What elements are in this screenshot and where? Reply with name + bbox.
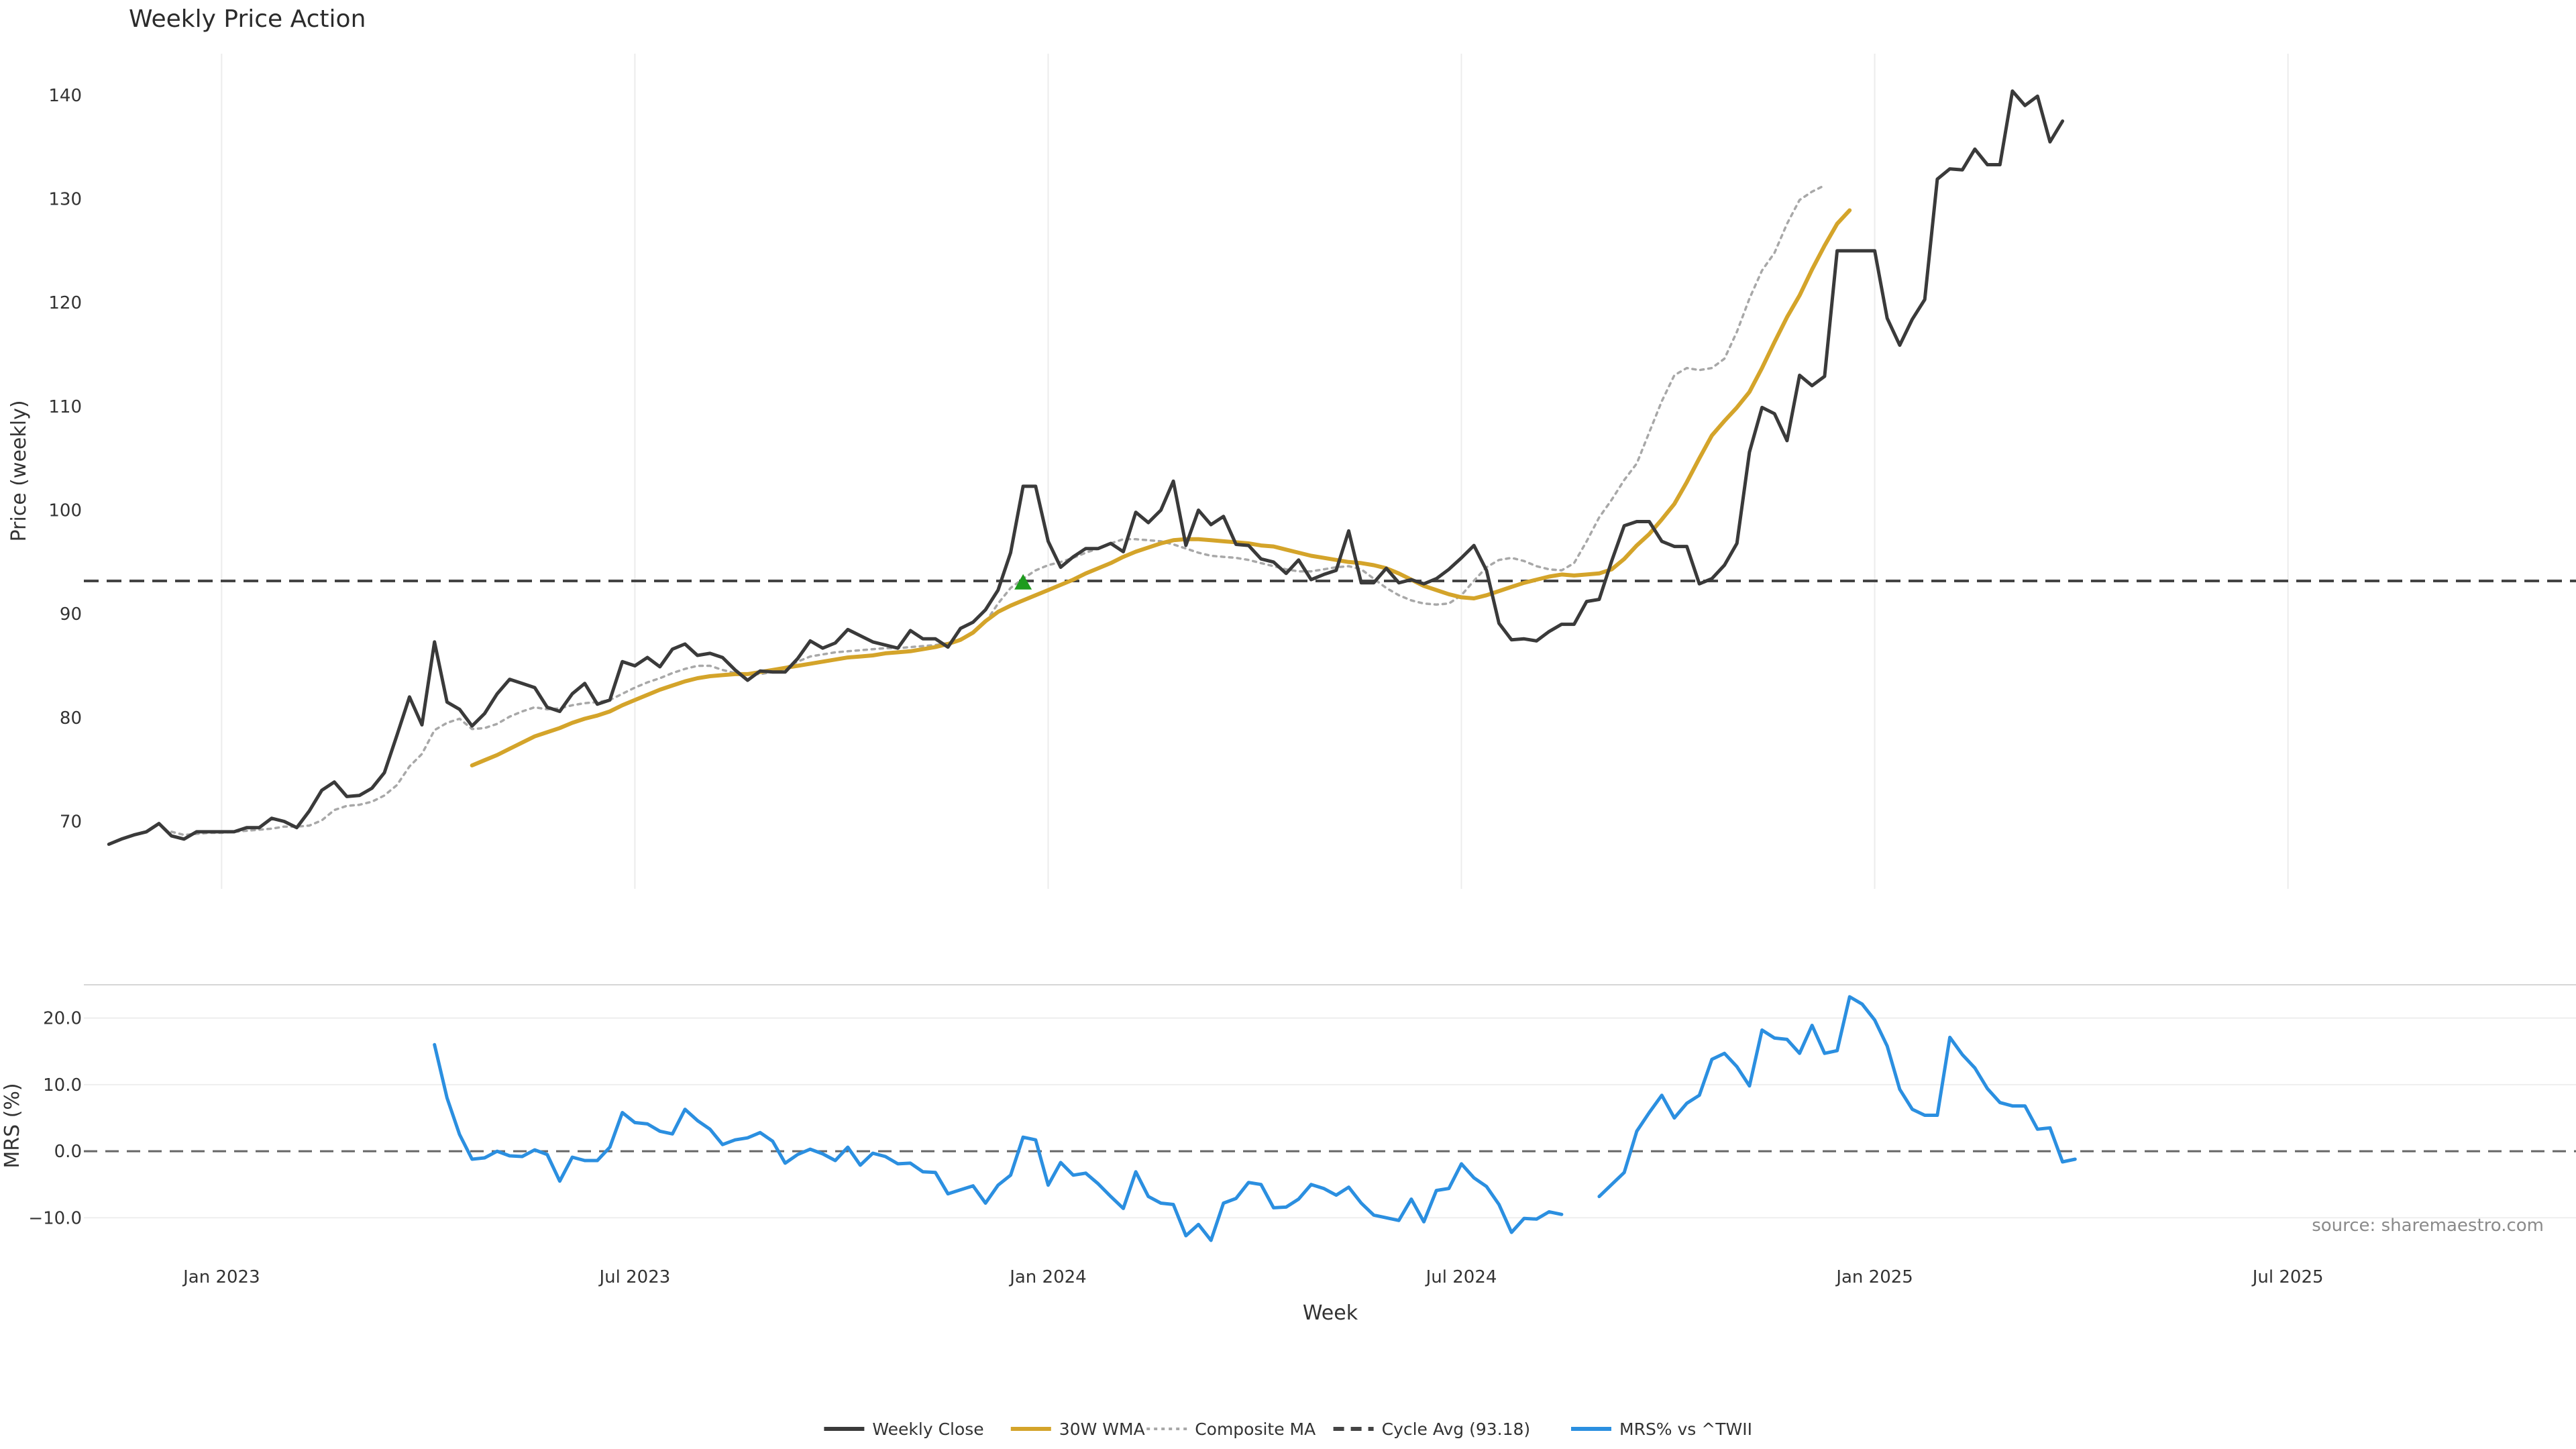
- series-mrs-segment: [1597, 995, 2077, 1199]
- legend-entry: Cycle Avg (93.18): [1333, 1419, 1531, 1439]
- legend-entry: Weekly Close: [824, 1419, 984, 1439]
- x-tick-label: Jul 2025: [2251, 1267, 2324, 1287]
- mrs-panel: [84, 995, 2576, 1242]
- x-tick-label: Jul 2024: [1425, 1267, 1497, 1287]
- chart-title: Weekly Price Action: [129, 5, 366, 33]
- series-weekly-close: [107, 89, 2065, 846]
- legend-label: Weekly Close: [872, 1419, 983, 1439]
- legend: Weekly Close 30W WMA Composite MA Cycle Avg…: [824, 1419, 1752, 1439]
- price-y-tick-label: 120: [48, 293, 82, 313]
- legend-label: Cycle Avg (93.18): [1382, 1419, 1531, 1439]
- mrs-y-tick-label: 20.0: [43, 1009, 82, 1029]
- legend-label: MRS% vs ^TWII: [1619, 1419, 1752, 1439]
- legend-entry: 30W WMA: [1010, 1419, 1145, 1439]
- x-tick-label: Jan 2023: [182, 1267, 260, 1287]
- axis-layer: 70 80 90 100 110 120 130 140 −10.0 0.0 10.0 20.0 Jan…: [28, 86, 2323, 1287]
- price-y-tick-label: 140: [48, 86, 82, 106]
- price-y-tick-label: 90: [60, 604, 82, 625]
- price-axis-label: Price (weekly): [7, 400, 31, 541]
- price-y-tick-label: 100: [48, 500, 82, 521]
- mrs-axis-label: MRS (%): [1, 1083, 24, 1168]
- grid-layer: [84, 54, 2576, 1219]
- price-y-tick-label: 70: [60, 812, 82, 832]
- legend-label: Composite MA: [1195, 1419, 1316, 1439]
- price-y-tick-label: 130: [48, 190, 82, 210]
- x-tick-label: Jan 2025: [1835, 1267, 1913, 1287]
- signal-marker: [1014, 574, 1032, 590]
- series-composite-ma: [170, 184, 1826, 837]
- series-30w-wma: [470, 208, 1852, 767]
- source-annotation: source: sharemaestro.com: [2312, 1216, 2544, 1236]
- price-y-tick-label: 110: [48, 397, 82, 417]
- price-y-tick-label: 80: [60, 708, 82, 729]
- mrs-y-tick-label: 0.0: [54, 1142, 82, 1162]
- x-tick-label: Jan 2024: [1008, 1267, 1087, 1287]
- x-axis-label: Week: [1303, 1301, 1358, 1325]
- legend-entry: Composite MA: [1146, 1419, 1316, 1439]
- legend-entry: MRS% vs ^TWII: [1571, 1419, 1752, 1439]
- series-mrs-segment: [433, 1042, 1564, 1242]
- price-panel: [84, 89, 2576, 846]
- mrs-y-tick-label: 10.0: [43, 1075, 82, 1095]
- mrs-y-tick-label: −10.0: [28, 1208, 82, 1228]
- x-tick-label: Jul 2023: [598, 1267, 671, 1287]
- legend-label: 30W WMA: [1059, 1419, 1145, 1439]
